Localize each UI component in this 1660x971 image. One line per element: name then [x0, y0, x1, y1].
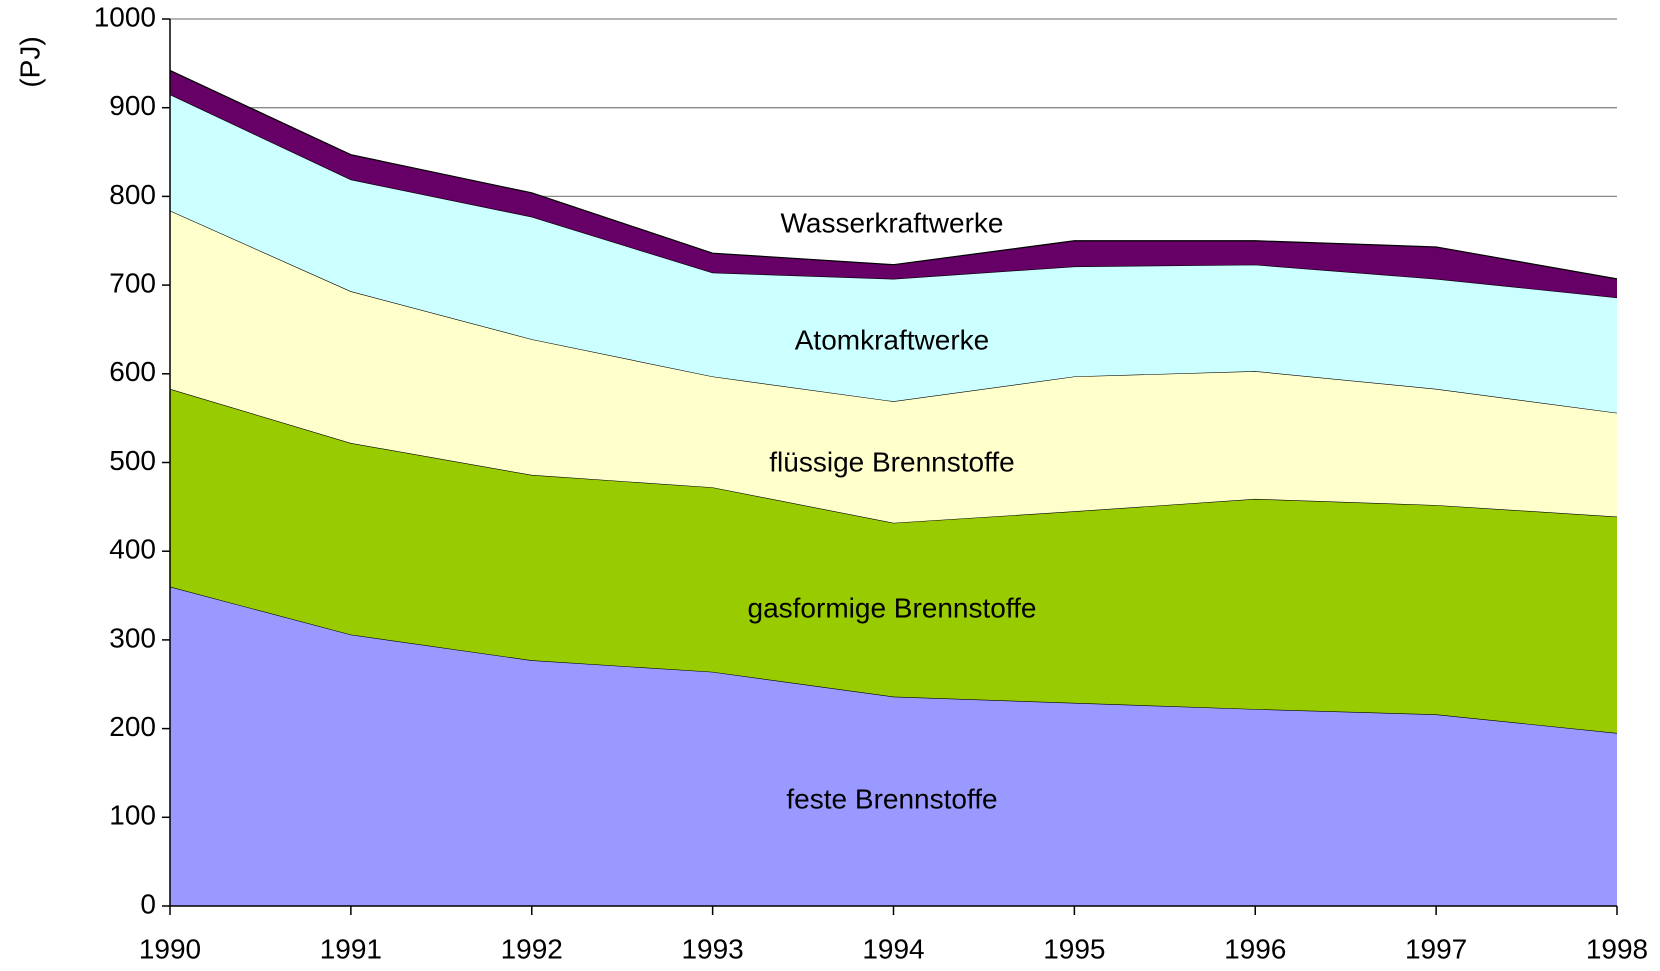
y-tick-label: 700: [109, 267, 156, 298]
y-tick-label: 300: [109, 622, 156, 653]
y-tick-label: 0: [140, 888, 156, 919]
area: [170, 586, 1617, 906]
x-tick-label: 1996: [1224, 933, 1286, 964]
x-tick-label: 1990: [139, 933, 201, 964]
y-tick-label: 1000: [94, 1, 156, 32]
area-label: Atomkraftwerke: [795, 324, 990, 355]
x-tick-label: 1992: [501, 933, 563, 964]
y-tick-label: 100: [109, 800, 156, 831]
y-tick-label: 200: [109, 711, 156, 742]
y-tick-label: 900: [109, 90, 156, 121]
y-tick-label: 600: [109, 356, 156, 387]
x-tick-label: 1998: [1586, 933, 1648, 964]
area-edge: [169, 69, 1618, 280]
y-tick-label: 800: [109, 179, 156, 210]
area: [170, 94, 1617, 413]
y-tick-label: 400: [109, 534, 156, 565]
y-axis-label: (PJ): [14, 36, 45, 87]
x-tick-label: 1993: [681, 933, 743, 964]
area-label: gasformige Brennstoffe: [748, 592, 1037, 623]
area: [170, 210, 1617, 523]
x-tick-label: 1995: [1043, 933, 1105, 964]
area-label: Wasserkraftwerke: [780, 207, 1003, 238]
area-label: feste Brennstoffe: [786, 783, 997, 814]
x-tick-label: 1997: [1405, 933, 1467, 964]
x-tick-label: 1991: [320, 933, 382, 964]
x-tick-label: 1994: [862, 933, 924, 964]
y-tick-label: 500: [109, 445, 156, 476]
area-label: flüssige Brennstoffe: [769, 446, 1014, 477]
